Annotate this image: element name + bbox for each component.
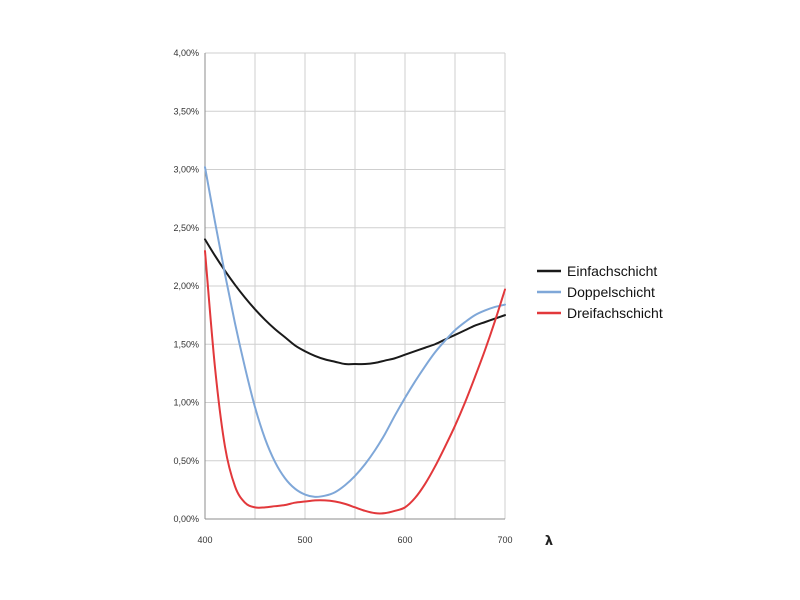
series-line-dreifachschicht xyxy=(204,250,506,515)
y-tick-label: 4,00% xyxy=(173,48,199,58)
y-tick-label: 0,50% xyxy=(173,456,199,466)
legend: Einfachschicht Doppelschicht Dreifachschic… xyxy=(537,263,663,321)
x-tick-label: 600 xyxy=(397,535,412,545)
y-tick-label: 2,00% xyxy=(173,281,199,291)
series-line-einfachschicht xyxy=(204,238,506,366)
data-series xyxy=(204,166,506,515)
y-tick-label: 1,50% xyxy=(173,339,199,349)
x-axis-tick-labels: 400 500 600 700 xyxy=(197,535,512,545)
legend-label-einfachschicht: Einfachschicht xyxy=(567,263,657,279)
y-tick-label: 2,50% xyxy=(173,223,199,233)
axes xyxy=(204,53,505,520)
y-tick-label: 1,00% xyxy=(173,398,199,408)
x-tick-label: 400 xyxy=(197,535,212,545)
y-tick-label: 3,00% xyxy=(173,165,199,175)
series-line-doppelschicht xyxy=(204,166,506,498)
x-axis-label: λ xyxy=(545,534,553,549)
y-tick-label: 3,50% xyxy=(173,106,199,116)
y-axis-tick-labels: 0,00% 0,50% 1,00% 1,50% 2,00% 2,50% 3,00% 3,50%… xyxy=(173,48,199,524)
y-tick-label: 0,00% xyxy=(173,514,199,524)
legend-label-doppelschicht: Doppelschicht xyxy=(567,284,655,300)
x-tick-label: 500 xyxy=(297,535,312,545)
x-tick-label: 700 xyxy=(497,535,512,545)
legend-label-dreifachschicht: Dreifachschicht xyxy=(567,305,663,321)
